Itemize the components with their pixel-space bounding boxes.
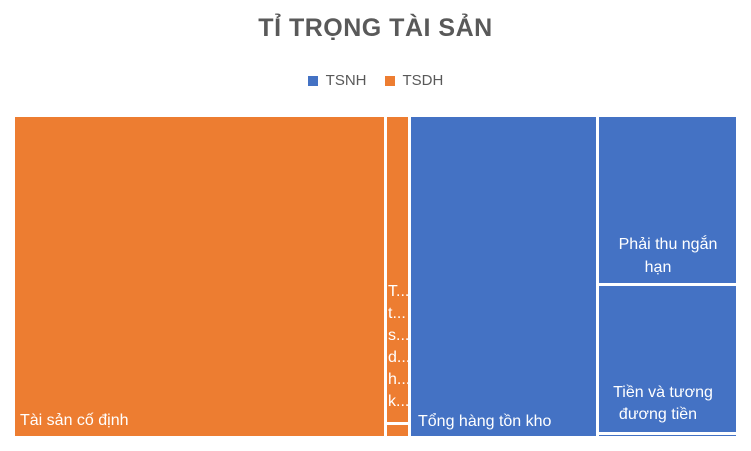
label-tien-line2: đương tiền — [619, 406, 697, 423]
label-tai-san-co-dinh: Tài sản cố định — [20, 412, 129, 429]
label-tsdh-small-line-4: d... — [388, 349, 410, 366]
label-tsdh-small-line-6: k... — [388, 393, 409, 410]
legend-item-tsnh: TSNH — [307, 72, 367, 89]
label-tsdh-small-line-2: t... — [388, 305, 406, 322]
tile-tsnh-small — [597, 433, 738, 438]
tile-tong-hang-ton-kho — [409, 115, 598, 438]
label-tong-hang-ton-kho: Tổng hàng tồn kho — [418, 412, 552, 430]
legend-label-tsnh: TSNH — [325, 72, 367, 89]
legend-item-tsdh: TSDH — [384, 72, 444, 89]
label-tien-line1: Tiền và tương — [613, 384, 713, 401]
label-phai-thu-line1: Phải thu ngắn — [619, 234, 718, 253]
tile-phai-thu-ngan-han — [597, 115, 738, 285]
legend-swatch-tsdh — [384, 75, 395, 86]
legend-label-tsdh: TSDH — [402, 72, 444, 89]
legend: TSNH TSDH — [0, 72, 751, 89]
tile-tsdh-small-2 — [385, 423, 410, 438]
label-tsdh-small-line-1: T... — [388, 283, 409, 300]
tile-tien-va-tuong-duong-tien — [597, 284, 738, 434]
legend-swatch-tsnh — [307, 75, 318, 86]
tile-tai-san-co-dinh — [13, 115, 386, 438]
label-phai-thu-line2: hạn — [645, 259, 672, 276]
chart-title: TỈ TRỌNG TÀI SẢN — [258, 14, 493, 42]
label-tsdh-small-line-3: s... — [388, 327, 409, 344]
label-tsdh-small-line-5: h... — [388, 371, 410, 388]
